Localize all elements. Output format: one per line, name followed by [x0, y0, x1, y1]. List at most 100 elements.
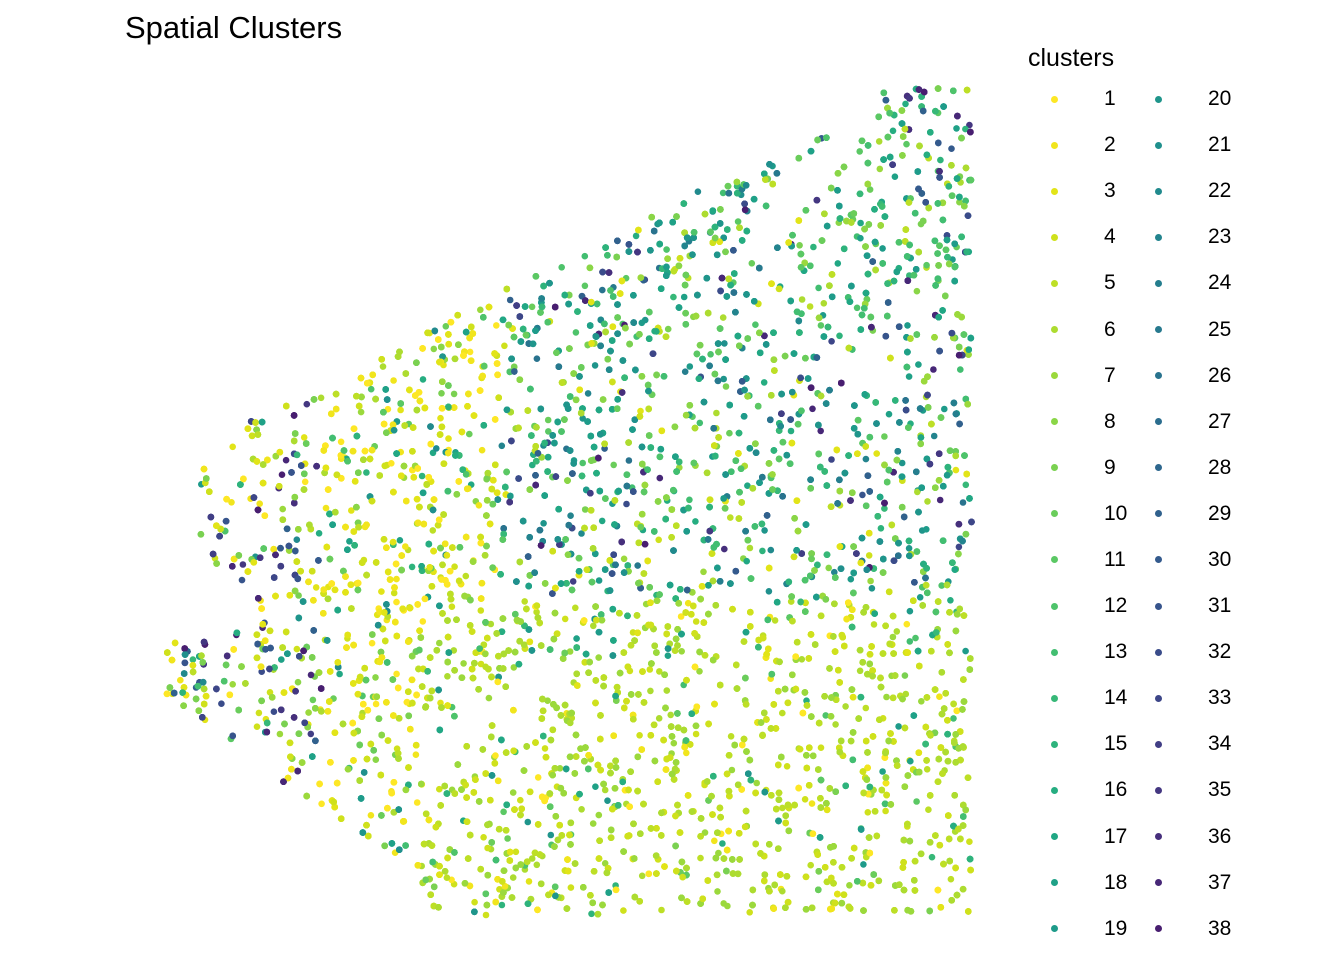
scatter-point — [948, 145, 955, 152]
scatter-point — [372, 756, 380, 763]
scatter-point — [879, 768, 886, 775]
scatter-point — [806, 303, 814, 310]
scatter-point — [901, 672, 909, 679]
scatter-point — [506, 296, 514, 304]
scatter-point — [746, 544, 754, 552]
scatter-point — [877, 525, 885, 532]
scatter-point — [301, 478, 309, 486]
scatter-point — [817, 744, 825, 751]
scatter-point — [905, 373, 913, 380]
scatter-point — [832, 721, 839, 728]
scatter-point — [765, 588, 773, 595]
scatter-point — [581, 252, 589, 260]
scatter-point — [579, 415, 586, 422]
scatter-point — [807, 861, 814, 869]
scatter-point — [914, 488, 921, 496]
scatter-point — [656, 474, 664, 482]
scatter-point — [902, 100, 909, 108]
scatter-point — [694, 188, 702, 195]
scatter-point — [658, 906, 665, 914]
scatter-point — [337, 438, 345, 446]
scatter-point — [363, 469, 370, 476]
scatter-point — [647, 687, 654, 695]
scatter-point — [916, 594, 924, 601]
scatter-point — [480, 834, 487, 841]
scatter-point — [865, 552, 873, 559]
scatter-point — [451, 563, 458, 570]
scatter-point — [567, 512, 574, 519]
scatter-point — [466, 348, 474, 356]
scatter-point — [592, 783, 599, 790]
scatter-point — [393, 598, 400, 606]
scatter-point — [397, 406, 404, 414]
scatter-point — [307, 730, 315, 738]
scatter-point — [767, 546, 775, 554]
scatter-point — [918, 698, 925, 705]
scatter-point — [598, 517, 606, 525]
scatter-point — [595, 811, 603, 819]
scatter-point — [748, 260, 756, 267]
scatter-point — [862, 704, 870, 712]
scatter-point — [638, 319, 646, 327]
scatter-point — [569, 578, 577, 585]
scatter-point — [581, 506, 589, 513]
scatter-point — [579, 459, 586, 467]
scatter-point — [572, 604, 579, 612]
scatter-point — [408, 563, 416, 571]
scatter-point — [534, 774, 542, 781]
scatter-point — [952, 466, 960, 474]
scatter-point — [783, 763, 791, 770]
scatter-point — [309, 696, 317, 704]
scatter-point — [561, 615, 569, 623]
scatter-point — [957, 366, 964, 373]
scatter-point — [876, 165, 884, 173]
scatter-point — [348, 507, 355, 514]
scatter-point — [462, 572, 470, 580]
scatter-point — [437, 414, 444, 422]
scatter-point — [801, 796, 809, 803]
scatter-point — [493, 322, 500, 329]
scatter-point — [521, 598, 528, 605]
scatter-point — [589, 820, 597, 827]
scatter-point — [322, 504, 330, 512]
scatter-point — [930, 432, 938, 440]
scatter-point — [544, 416, 552, 424]
scatter-point — [847, 575, 855, 583]
scatter-point — [831, 568, 838, 576]
scatter-point — [346, 538, 353, 545]
scatter-point — [510, 664, 518, 671]
scatter-point — [923, 766, 931, 773]
scatter-point — [478, 446, 486, 454]
scatter-point — [482, 911, 490, 919]
scatter-point — [719, 840, 726, 847]
scatter-point — [545, 428, 552, 435]
scatter-point — [475, 502, 483, 509]
scatter-point — [692, 518, 699, 525]
scatter-point — [541, 745, 549, 752]
scatter-point — [438, 390, 445, 397]
scatter-point — [525, 878, 533, 885]
scatter-point — [696, 668, 703, 675]
scatter-point — [378, 588, 385, 595]
scatter-point — [393, 670, 400, 678]
scatter-point — [930, 366, 937, 373]
scatter-point — [889, 633, 897, 641]
scatter-point — [318, 800, 325, 808]
scatter-point — [684, 599, 692, 607]
scatter-point — [686, 496, 693, 504]
scatter-point — [295, 592, 302, 599]
scatter-point — [599, 286, 606, 294]
scatter-point — [889, 127, 897, 135]
scatter-point — [218, 700, 225, 707]
scatter-point — [936, 496, 944, 504]
scatter-point — [646, 666, 654, 673]
scatter-point — [623, 500, 630, 508]
scatter-point — [760, 379, 768, 386]
scatter-point — [913, 287, 921, 295]
scatter-point — [498, 901, 506, 909]
scatter-point — [828, 456, 835, 463]
scatter-point — [402, 543, 409, 550]
scatter-point — [655, 715, 663, 722]
scatter-point — [856, 148, 863, 155]
scatter-point — [544, 697, 551, 704]
